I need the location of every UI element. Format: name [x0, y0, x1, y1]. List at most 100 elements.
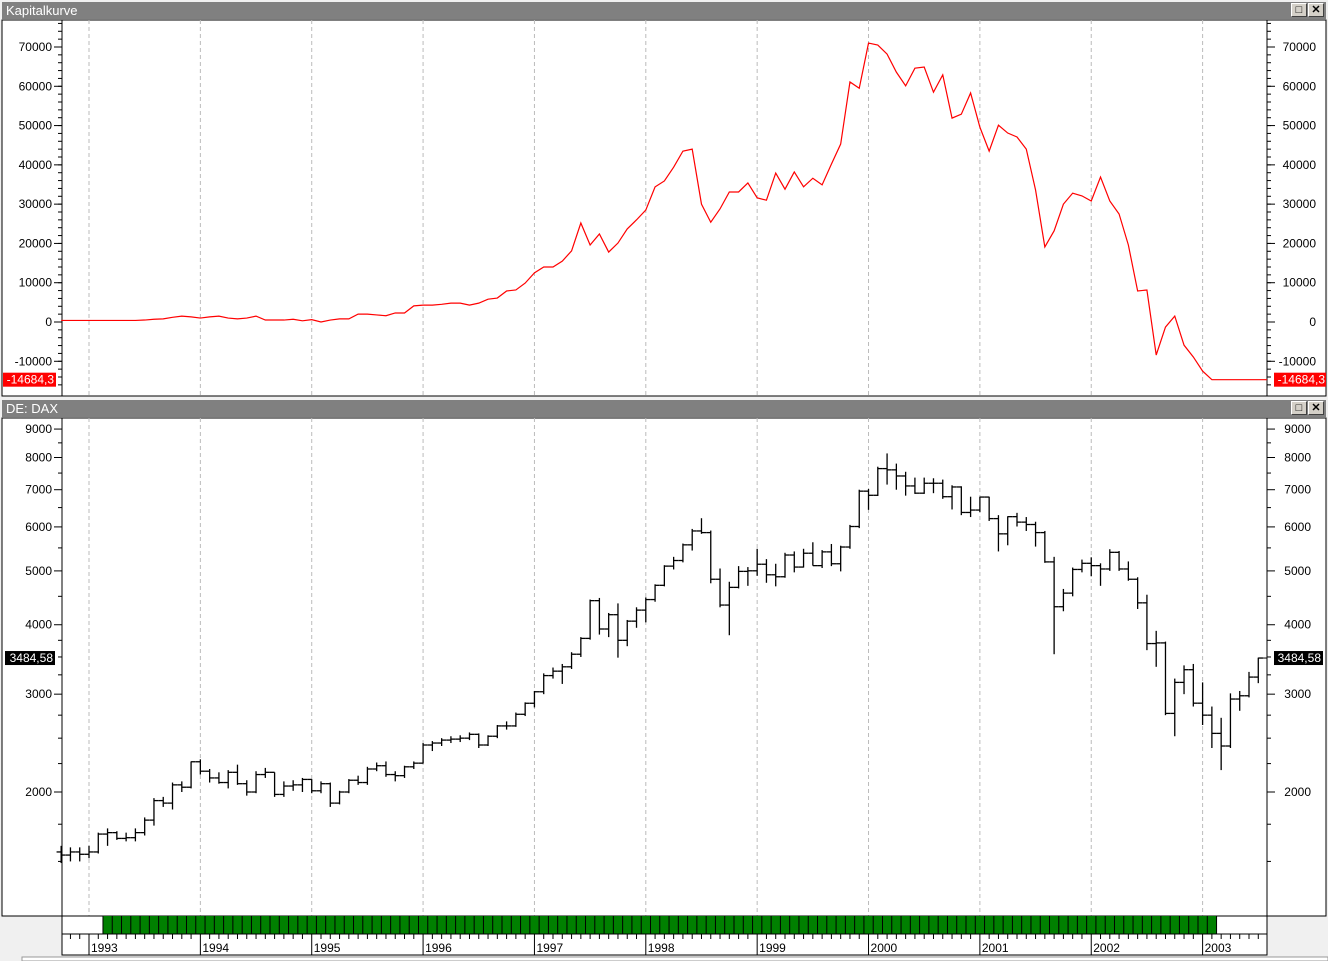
ohlc-bar — [297, 777, 308, 792]
equity-panel-titlebar[interactable]: Kapitalkurve □ ✕ — [2, 2, 1326, 19]
y-tick-label: 8000 — [25, 450, 52, 464]
ohlc-bar — [585, 599, 595, 640]
ohlc-bar — [242, 780, 252, 796]
y-tick-label-right: 60000 — [1283, 79, 1317, 93]
ohlc-bar — [390, 771, 400, 782]
y-tick-label-right: -10000 — [1279, 354, 1317, 368]
ohlc-bar — [140, 817, 150, 836]
ohlc-bar — [789, 551, 799, 573]
ohlc-bar — [102, 828, 113, 846]
ohlc-bar — [362, 766, 372, 785]
y-tick-label-right: 5000 — [1284, 564, 1311, 578]
equity-restore-button[interactable]: □ — [1291, 3, 1307, 17]
close-icon: ✕ — [1311, 4, 1321, 16]
price-value-label-bg — [5, 651, 55, 666]
ohlc-bar — [752, 548, 762, 576]
ohlc-bar — [214, 772, 224, 784]
ohlc-bar — [93, 832, 103, 854]
ohlc-bar — [511, 712, 521, 727]
year-label: 2003 — [1205, 941, 1232, 955]
ohlc-bar — [84, 845, 94, 859]
ohlc-bar — [845, 524, 855, 549]
ohlc-bar — [1216, 717, 1226, 771]
ohlc-bar — [474, 733, 484, 749]
price-panel-titlebar[interactable]: DE: DAX □ ✕ — [2, 400, 1326, 417]
ohlc-bar — [1058, 588, 1068, 612]
equity-line — [61, 42, 1267, 381]
ohlc-bar — [56, 845, 66, 864]
ohlc-bar — [613, 603, 623, 658]
ohlc-bar — [464, 732, 475, 741]
ohlc-bar — [502, 721, 512, 730]
ohlc-bar — [325, 782, 335, 807]
ohlc-bar — [1142, 594, 1152, 651]
ohlc-bar — [854, 489, 864, 529]
year-label: 1994 — [202, 941, 229, 955]
ohlc-bar — [1207, 706, 1217, 749]
price-value-label: 3484,58 — [10, 651, 54, 665]
ohlc-bar — [75, 847, 85, 862]
y-tick-label-right: 10000 — [1283, 276, 1317, 290]
price-close-button[interactable]: ✕ — [1308, 401, 1324, 415]
ohlc-bar — [669, 556, 679, 570]
ohlc-bar — [1105, 549, 1115, 571]
ohlc-bar — [409, 761, 419, 770]
ohlc-bar — [1123, 561, 1133, 581]
ohlc-bar — [65, 847, 76, 862]
ohlc-bar — [687, 528, 697, 551]
ohlc-bar — [399, 765, 410, 778]
ohlc-bar — [149, 798, 159, 826]
ohlc-bar — [483, 735, 493, 747]
ohlc-bar — [195, 759, 205, 775]
ohlc-bar — [817, 550, 827, 569]
ohlc-bar — [882, 453, 892, 485]
ohlc-bar — [780, 552, 790, 578]
ohlc-bar — [167, 782, 178, 810]
ohlc-bar — [1225, 693, 1236, 749]
ohlc-bar — [186, 761, 196, 789]
ohlc-bar — [455, 735, 465, 743]
y-tick-label-right: 50000 — [1283, 119, 1317, 133]
y-tick-label: 30000 — [19, 197, 53, 211]
ohlc-bar — [1188, 663, 1198, 707]
equity-panel — [1, 19, 1327, 397]
ohlc-bar — [1077, 559, 1087, 573]
ohlc-bar — [594, 597, 604, 635]
ohlc-bar — [659, 565, 669, 587]
price-restore-button[interactable]: □ — [1291, 401, 1307, 415]
ohlc-bar — [232, 764, 243, 785]
equity-value-label: -14684,3 — [7, 373, 55, 387]
year-label: 1993 — [91, 941, 118, 955]
year-label: 1996 — [425, 941, 452, 955]
ohlc-bar — [121, 832, 131, 842]
ohlc-bar — [492, 725, 502, 739]
equity-value-label-bg — [3, 372, 56, 387]
ohlc-bar — [798, 548, 809, 568]
y-tick-label-right: 8000 — [1284, 450, 1311, 464]
ohlc-bar — [566, 652, 577, 669]
ohlc-bar — [288, 780, 298, 791]
ohlc-bar — [372, 762, 382, 772]
y-tick-label: 10000 — [19, 276, 53, 290]
y-tick-label-right: 0 — [1309, 315, 1316, 329]
y-tick-label: 70000 — [19, 40, 53, 54]
y-tick-label: 5000 — [25, 564, 52, 578]
ohlc-bar — [529, 690, 540, 708]
ohlc-bar — [557, 663, 567, 684]
ohlc-bar — [548, 667, 558, 679]
year-label: 2001 — [982, 941, 1009, 955]
horizontal-scrollbar[interactable] — [21, 956, 1328, 961]
price-value-label-right: 3484,58 — [1278, 651, 1322, 665]
ohlc-bar — [1095, 563, 1106, 586]
y-tick-label: 40000 — [19, 158, 53, 172]
y-tick-label-right: 20000 — [1283, 236, 1317, 250]
restore-icon: □ — [1295, 402, 1303, 414]
ohlc-bar — [437, 738, 447, 747]
ohlc-bar — [223, 770, 233, 789]
ohlc-bar — [270, 771, 280, 797]
ohlc-bar — [966, 496, 976, 518]
ohlc-bar — [975, 496, 985, 513]
equity-close-button[interactable]: ✕ — [1308, 3, 1324, 17]
ohlc-bar — [353, 775, 363, 785]
ohlc-bar — [993, 515, 1004, 552]
